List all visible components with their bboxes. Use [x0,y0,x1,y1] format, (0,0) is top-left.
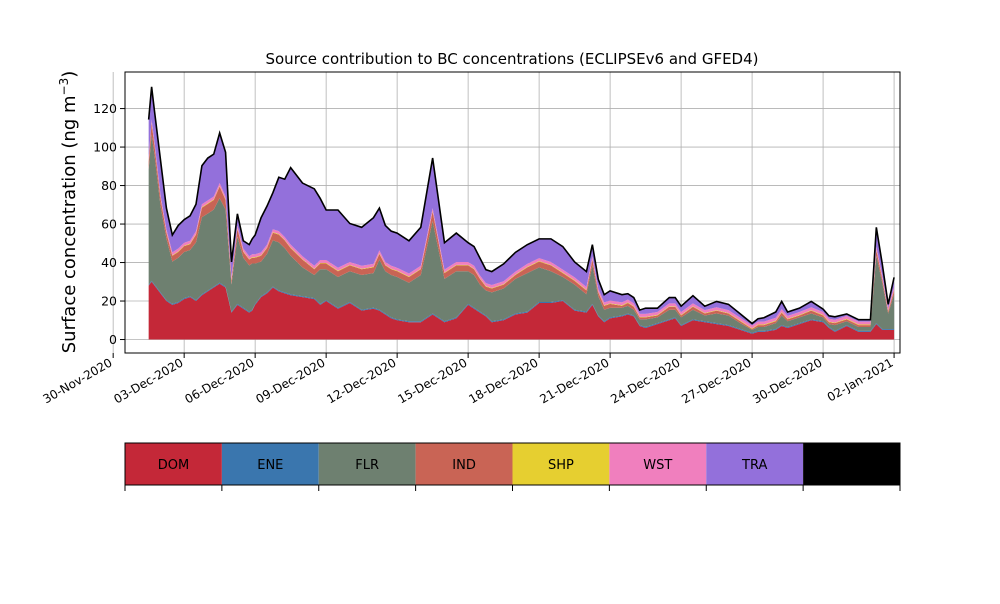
legend-swatch-dom [125,443,222,485]
plot-area [112,71,901,354]
y-tick-label: 60 [101,217,117,232]
legend-label-wst: WST [643,458,672,473]
legend-label-dom: DOM [158,458,189,473]
area-layers [148,86,895,340]
area-flr [148,134,895,333]
y-axis-label: Surface concentration (ng m−3) [57,71,80,354]
y-tick-label: 20 [101,294,117,309]
legend-label-ind: IND [452,458,476,473]
legend-swatch-flr [318,443,416,485]
y-axis-label-close: ) [59,71,80,78]
y-tick-label: 120 [93,101,117,116]
area-dom [148,281,895,340]
area-tra [148,86,895,326]
plot-frame [124,71,901,354]
legend-label-flr: FLR [355,458,379,473]
y-axis: 0 20 40 60 80 100 120 [93,101,125,347]
legend-label-bb: BB [843,458,861,473]
legend-swatch-ene [221,443,319,485]
y-axis-label-exponent: −3 [57,78,71,96]
legend-swatch-tra [706,443,804,485]
legend-label-tra: TRA [741,458,767,473]
legend-swatch-ind [415,443,513,485]
y-tick-label: 40 [101,255,117,270]
y-tick-label: 80 [101,178,117,193]
legend-swatch-wst [609,443,707,485]
legend: DOM ENE FLR IND SHP WST TRA BB [124,442,901,491]
legend-swatch-shp [512,443,610,485]
total-line [147,86,895,325]
legend-label-ene: ENE [257,458,283,473]
legend-frame [124,442,901,486]
y-tick-label: 0 [109,332,117,347]
chart-title: Source contribution to BC concentrations… [265,50,758,68]
y-tick-label: 100 [93,140,117,155]
y-axis-label-main: Surface concentration (ng m [59,95,80,353]
legend-swatch-bb [803,443,900,485]
legend-label-shp: SHP [548,458,574,473]
